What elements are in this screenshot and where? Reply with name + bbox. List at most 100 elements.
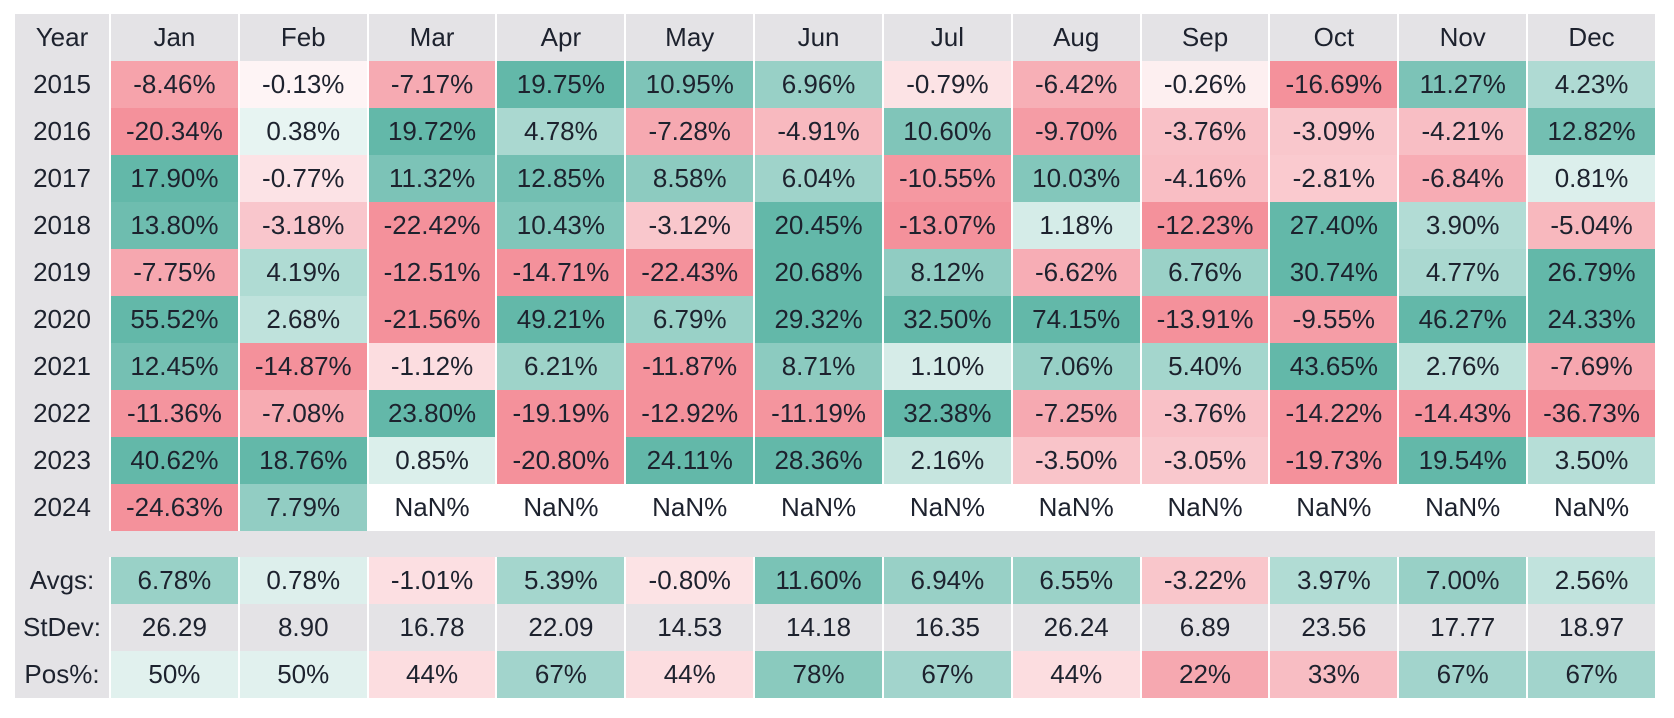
year-row: 2023 40.62% 18.76% 0.85% -20.80% 24.11% 28.36%… [15, 437, 1655, 484]
value-cell: 67% [883, 651, 1011, 698]
value-cell: 0.78% [239, 557, 367, 604]
summary-row: Pos%: 50% 50% 44% 67% 44% 78% 67% 44% 22% 33% 67% 67… [15, 651, 1655, 698]
value-cell: 26.29 [111, 604, 238, 651]
value-cell: -3.50% [1012, 437, 1140, 484]
value-cell: 50% [239, 651, 367, 698]
value-cell: -7.69% [1528, 343, 1655, 390]
value-cell: 1.18% [1012, 202, 1140, 249]
value-cell: -24.63% [111, 484, 238, 531]
value-cell: -10.55% [883, 155, 1011, 202]
value-cell: 67% [1528, 651, 1655, 698]
row-label: Pos%: [15, 651, 109, 698]
value-cell: -11.36% [111, 390, 238, 437]
value-cell: -3.76% [1141, 108, 1269, 155]
value-cell: 16.35 [883, 604, 1011, 651]
value-cell: 7.79% [239, 484, 367, 531]
value-cell: 67% [1399, 651, 1527, 698]
value-cell: 0.85% [368, 437, 496, 484]
value-cell: -2.81% [1270, 155, 1398, 202]
month-column-header: Mar [368, 14, 496, 61]
value-cell: 26.79% [1528, 249, 1655, 296]
year-row: 2016 -20.34% 0.38% 19.72% 4.78% -7.28% -4.91% 1… [15, 108, 1655, 155]
value-cell: 74.15% [1012, 296, 1140, 343]
value-cell: -4.21% [1399, 108, 1527, 155]
value-cell: 8.58% [626, 155, 754, 202]
value-cell: -36.73% [1528, 390, 1655, 437]
table-body: 2015 -8.46% -0.13% -7.17% 19.75% 10.95% 6.96% -… [15, 61, 1655, 698]
row-label: 2023 [15, 437, 109, 484]
year-row: 2022 -11.36% -7.08% 23.80% -19.19% -12.92% -11… [15, 390, 1655, 437]
value-cell: -0.77% [239, 155, 367, 202]
year-row: 2018 13.80% -3.18% -22.42% 10.43% -3.12% 20.45… [15, 202, 1655, 249]
value-cell: 49.21% [497, 296, 625, 343]
value-cell: 19.72% [368, 108, 496, 155]
value-cell: -22.43% [626, 249, 754, 296]
value-cell: -9.70% [1012, 108, 1140, 155]
value-cell: 24.33% [1528, 296, 1655, 343]
value-cell: 7.06% [1012, 343, 1140, 390]
value-cell: 29.32% [755, 296, 882, 343]
value-cell: -7.17% [368, 61, 496, 108]
value-cell: 2.68% [239, 296, 367, 343]
value-cell: 3.97% [1270, 557, 1398, 604]
value-cell: 8.12% [883, 249, 1011, 296]
value-cell: NaN% [1141, 484, 1269, 531]
value-cell: 3.90% [1399, 202, 1527, 249]
spacer-cell [15, 531, 1655, 557]
value-cell: 20.45% [755, 202, 882, 249]
month-column-header: Oct [1270, 14, 1398, 61]
value-cell: -0.80% [626, 557, 754, 604]
value-cell: -0.79% [883, 61, 1011, 108]
value-cell: NaN% [755, 484, 882, 531]
value-cell: 55.52% [111, 296, 238, 343]
value-cell: 44% [368, 651, 496, 698]
summary-row: Avgs: 6.78% 0.78% -1.01% 5.39% -0.80% 11.60% 6.… [15, 557, 1655, 604]
value-cell: -12.51% [368, 249, 496, 296]
value-cell: -16.69% [1270, 61, 1398, 108]
value-cell: -12.92% [626, 390, 754, 437]
value-cell: -6.84% [1399, 155, 1527, 202]
value-cell: 24.11% [626, 437, 754, 484]
row-label: 2022 [15, 390, 109, 437]
value-cell: 26.24 [1012, 604, 1140, 651]
value-cell: -14.22% [1270, 390, 1398, 437]
row-label: 2015 [15, 61, 109, 108]
value-cell: 6.76% [1141, 249, 1269, 296]
month-column-header: Jan [111, 14, 238, 61]
value-cell: 20.68% [755, 249, 882, 296]
month-column-header: Nov [1399, 14, 1527, 61]
value-cell: 7.00% [1399, 557, 1527, 604]
value-cell: -14.87% [239, 343, 367, 390]
year-row: 2017 17.90% -0.77% 11.32% 12.85% 8.58% 6.04% -1… [15, 155, 1655, 202]
month-column-header: Jul [883, 14, 1011, 61]
value-cell: -4.16% [1141, 155, 1269, 202]
monthly-returns-table: Year Jan Feb Mar Apr May Jun Jul Aug Sep Oct Nov Dec… [13, 14, 1657, 698]
row-label: 2024 [15, 484, 109, 531]
value-cell: -4.91% [755, 108, 882, 155]
value-cell: -3.12% [626, 202, 754, 249]
value-cell: 5.39% [497, 557, 625, 604]
value-cell: 3.50% [1528, 437, 1655, 484]
value-cell: 22.09 [497, 604, 625, 651]
value-cell: 50% [111, 651, 238, 698]
row-label: 2020 [15, 296, 109, 343]
value-cell: -12.23% [1141, 202, 1269, 249]
value-cell: NaN% [883, 484, 1011, 531]
row-label: 2016 [15, 108, 109, 155]
value-cell: NaN% [1399, 484, 1527, 531]
value-cell: -14.71% [497, 249, 625, 296]
value-cell: -13.07% [883, 202, 1011, 249]
value-cell: 10.95% [626, 61, 754, 108]
value-cell: -1.01% [368, 557, 496, 604]
year-row: 2021 12.45% -14.87% -1.12% 6.21% -11.87% 8.71%… [15, 343, 1655, 390]
year-row: 2015 -8.46% -0.13% -7.17% 19.75% 10.95% 6.96% -… [15, 61, 1655, 108]
value-cell: 12.45% [111, 343, 238, 390]
value-cell: -22.42% [368, 202, 496, 249]
value-cell: 44% [1012, 651, 1140, 698]
value-cell: 12.85% [497, 155, 625, 202]
value-cell: NaN% [368, 484, 496, 531]
value-cell: -20.34% [111, 108, 238, 155]
value-cell: 11.27% [1399, 61, 1527, 108]
value-cell: -13.91% [1141, 296, 1269, 343]
value-cell: -19.73% [1270, 437, 1398, 484]
